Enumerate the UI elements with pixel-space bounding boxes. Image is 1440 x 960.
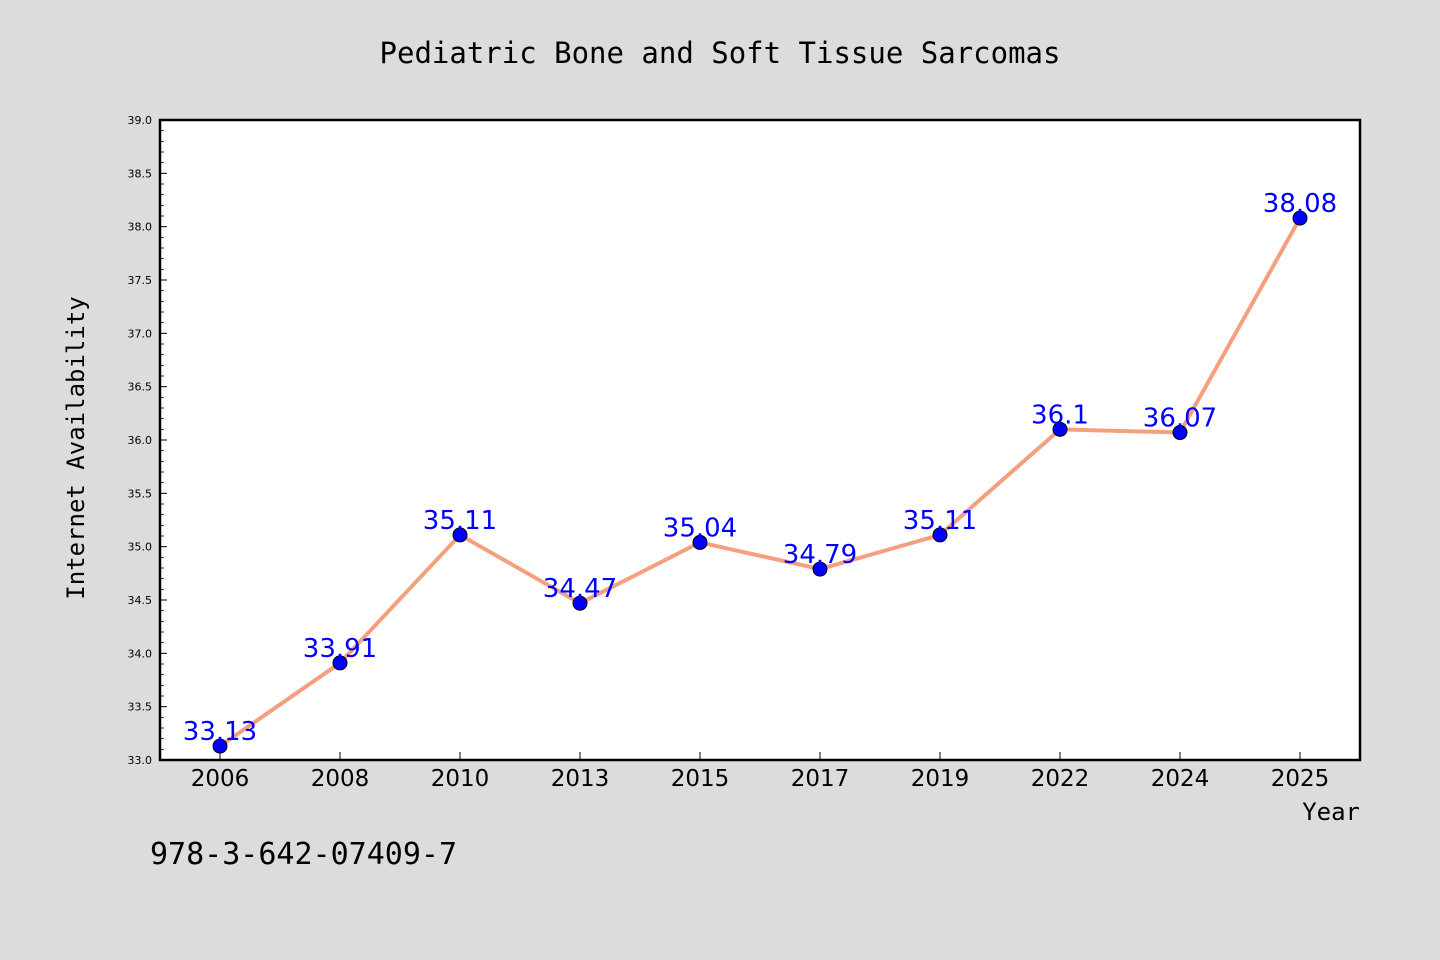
y-tick-label: 35.0 [128, 541, 153, 554]
data-labels: 33.13 33.91 35.11 34.47 35.04 34.79 35.11 36.1 3… [183, 189, 1337, 747]
plot-frame [158, 118, 1362, 762]
y-tick-label: 37.5 [128, 274, 153, 287]
data-label: 36.07 [1143, 404, 1217, 434]
data-points [212, 210, 1308, 754]
y-tick-label: 36.0 [128, 434, 153, 447]
x-tick-label: 2008 [311, 766, 370, 792]
y-tick-label: 38.0 [128, 221, 153, 234]
x-tick-label: 2019 [911, 766, 970, 792]
data-point-marker [932, 527, 948, 543]
isbn-footer: 978-3-642-07409-7 [150, 837, 457, 872]
y-tick-label: 39.0 [128, 114, 153, 127]
x-tick-label: 2017 [791, 766, 850, 792]
x-axis-label: Year [1302, 798, 1360, 826]
series-line-group [218, 217, 1302, 748]
y-tick-label: 36.5 [128, 381, 153, 394]
plot-area [160, 120, 1360, 760]
data-label: 34.79 [783, 540, 857, 570]
data-label: 35.11 [903, 506, 977, 536]
data-point-marker [1292, 210, 1308, 226]
chart-title: Pediatric Bone and Soft Tissue Sarcomas [380, 36, 1061, 70]
x-tick-label: 2015 [671, 766, 730, 792]
data-point-marker [332, 655, 348, 671]
y-tick-label: 34.5 [128, 594, 153, 607]
data-point-marker [572, 595, 588, 611]
x-tick-label: 2022 [1031, 766, 1090, 792]
data-label: 35.11 [423, 506, 497, 536]
y-axis-ticks: 33.0 33.5 34.0 34.5 35.0 35.5 36.0 36.5 37.0 37.5… [128, 114, 167, 767]
series-line [218, 217, 1302, 748]
x-axis-ticks: 2006 2008 2010 2013 2015 2017 2019 2022 2024 2025 [191, 752, 1330, 792]
data-label: 34.47 [543, 574, 617, 604]
y-tick-label: 35.5 [128, 487, 153, 500]
data-label: 38.08 [1263, 189, 1337, 219]
x-tick-label: 2025 [1271, 766, 1330, 792]
x-tick-label: 2024 [1151, 766, 1210, 792]
y-axis-label: Internet Availability [62, 296, 90, 599]
data-point-marker [1172, 425, 1188, 441]
data-point-marker [452, 527, 468, 543]
y-tick-label: 33.0 [128, 754, 153, 767]
x-tick-label: 2006 [191, 766, 250, 792]
data-label: 33.91 [303, 634, 377, 664]
x-tick-label: 2013 [551, 766, 610, 792]
data-point-marker [1052, 421, 1068, 437]
x-tick-label: 2010 [431, 766, 490, 792]
y-tick-label: 34.0 [128, 647, 153, 660]
y-tick-label: 33.5 [128, 701, 153, 714]
data-label: 36.1 [1031, 400, 1089, 430]
data-label: 33.13 [183, 717, 257, 747]
data-label: 35.04 [663, 513, 737, 543]
y-tick-label: 37.0 [128, 327, 153, 340]
data-point-marker [812, 561, 828, 577]
data-point-marker [692, 534, 708, 550]
y-tick-label: 38.5 [128, 167, 153, 180]
data-point-marker [212, 738, 228, 754]
